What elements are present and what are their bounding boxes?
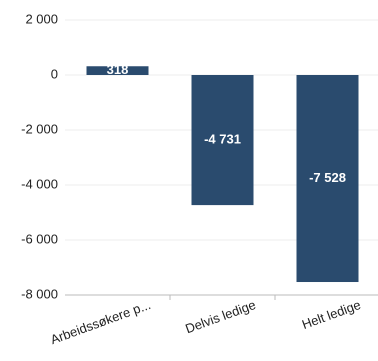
bar <box>86 66 149 75</box>
y-tick-label: -2 000 <box>21 121 58 136</box>
x-tick-label: Delvis ledige <box>183 297 257 336</box>
y-tick-label: 0 <box>51 66 58 81</box>
value-label: 318 <box>107 62 129 77</box>
value-label: -7 528 <box>309 170 346 185</box>
bar <box>191 75 254 206</box>
y-tick-label: -6 000 <box>21 231 58 246</box>
x-tick-label: Helt ledige <box>300 297 363 332</box>
bar <box>296 75 359 283</box>
y-tick-label: -4 000 <box>21 176 58 191</box>
x-tick-label: Arbeidssøkere p... <box>48 297 152 347</box>
value-label: -4 731 <box>204 131 241 146</box>
y-tick-label: -8 000 <box>21 286 58 301</box>
y-tick-label: 2 000 <box>25 11 58 26</box>
